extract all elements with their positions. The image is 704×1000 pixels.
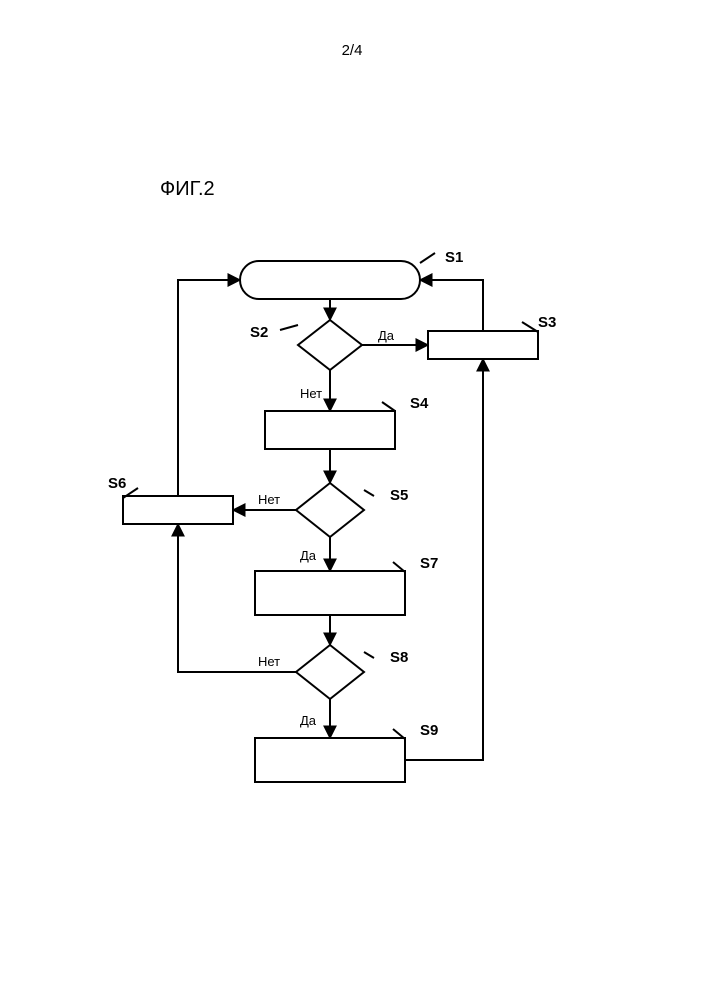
- page-number: 2/4: [342, 42, 363, 59]
- flowchart-canvas: 2/4 ФИГ.2 S1 S2 S3 S4 S5 S6 S7 S8 S9 Да Нет Нет Да Да…: [0, 0, 704, 1000]
- node-s9: [255, 738, 405, 782]
- edge-label: Нет: [300, 386, 322, 401]
- label-s1: S1: [445, 249, 463, 266]
- node-s3: [428, 331, 538, 359]
- label-s6: S6: [108, 475, 126, 492]
- node-s6: [123, 496, 233, 524]
- node-s5: [296, 483, 364, 537]
- label-s9: S9: [420, 722, 438, 739]
- label-s2: S2: [250, 324, 268, 341]
- edge-label: Да: [378, 328, 395, 343]
- figure-title: ФИГ.2: [160, 178, 215, 200]
- node-s4: [265, 411, 395, 449]
- label-s7: S7: [420, 555, 438, 572]
- label-s5: S5: [390, 487, 408, 504]
- node-s8: [296, 645, 364, 699]
- edge-s9-s1: [405, 359, 483, 760]
- label-s8: S8: [390, 649, 408, 666]
- edge-s3-s1: [420, 280, 483, 331]
- node-s7: [255, 571, 405, 615]
- edge-s6-s1: [178, 280, 240, 496]
- edge-label: Да: [300, 548, 317, 563]
- node-s1: [240, 261, 420, 299]
- node-s2: [298, 320, 362, 370]
- edge-label: Нет: [258, 492, 280, 507]
- edge-label: Да: [300, 713, 317, 728]
- label-s4: S4: [410, 395, 429, 412]
- page: 2/4 ФИГ.2 S1 S2 S3 S4 S5 S6 S7 S8 S9 Да Нет Нет Да Да…: [0, 0, 704, 1000]
- label-s3: S3: [538, 314, 556, 331]
- edge-label: Нет: [258, 654, 280, 669]
